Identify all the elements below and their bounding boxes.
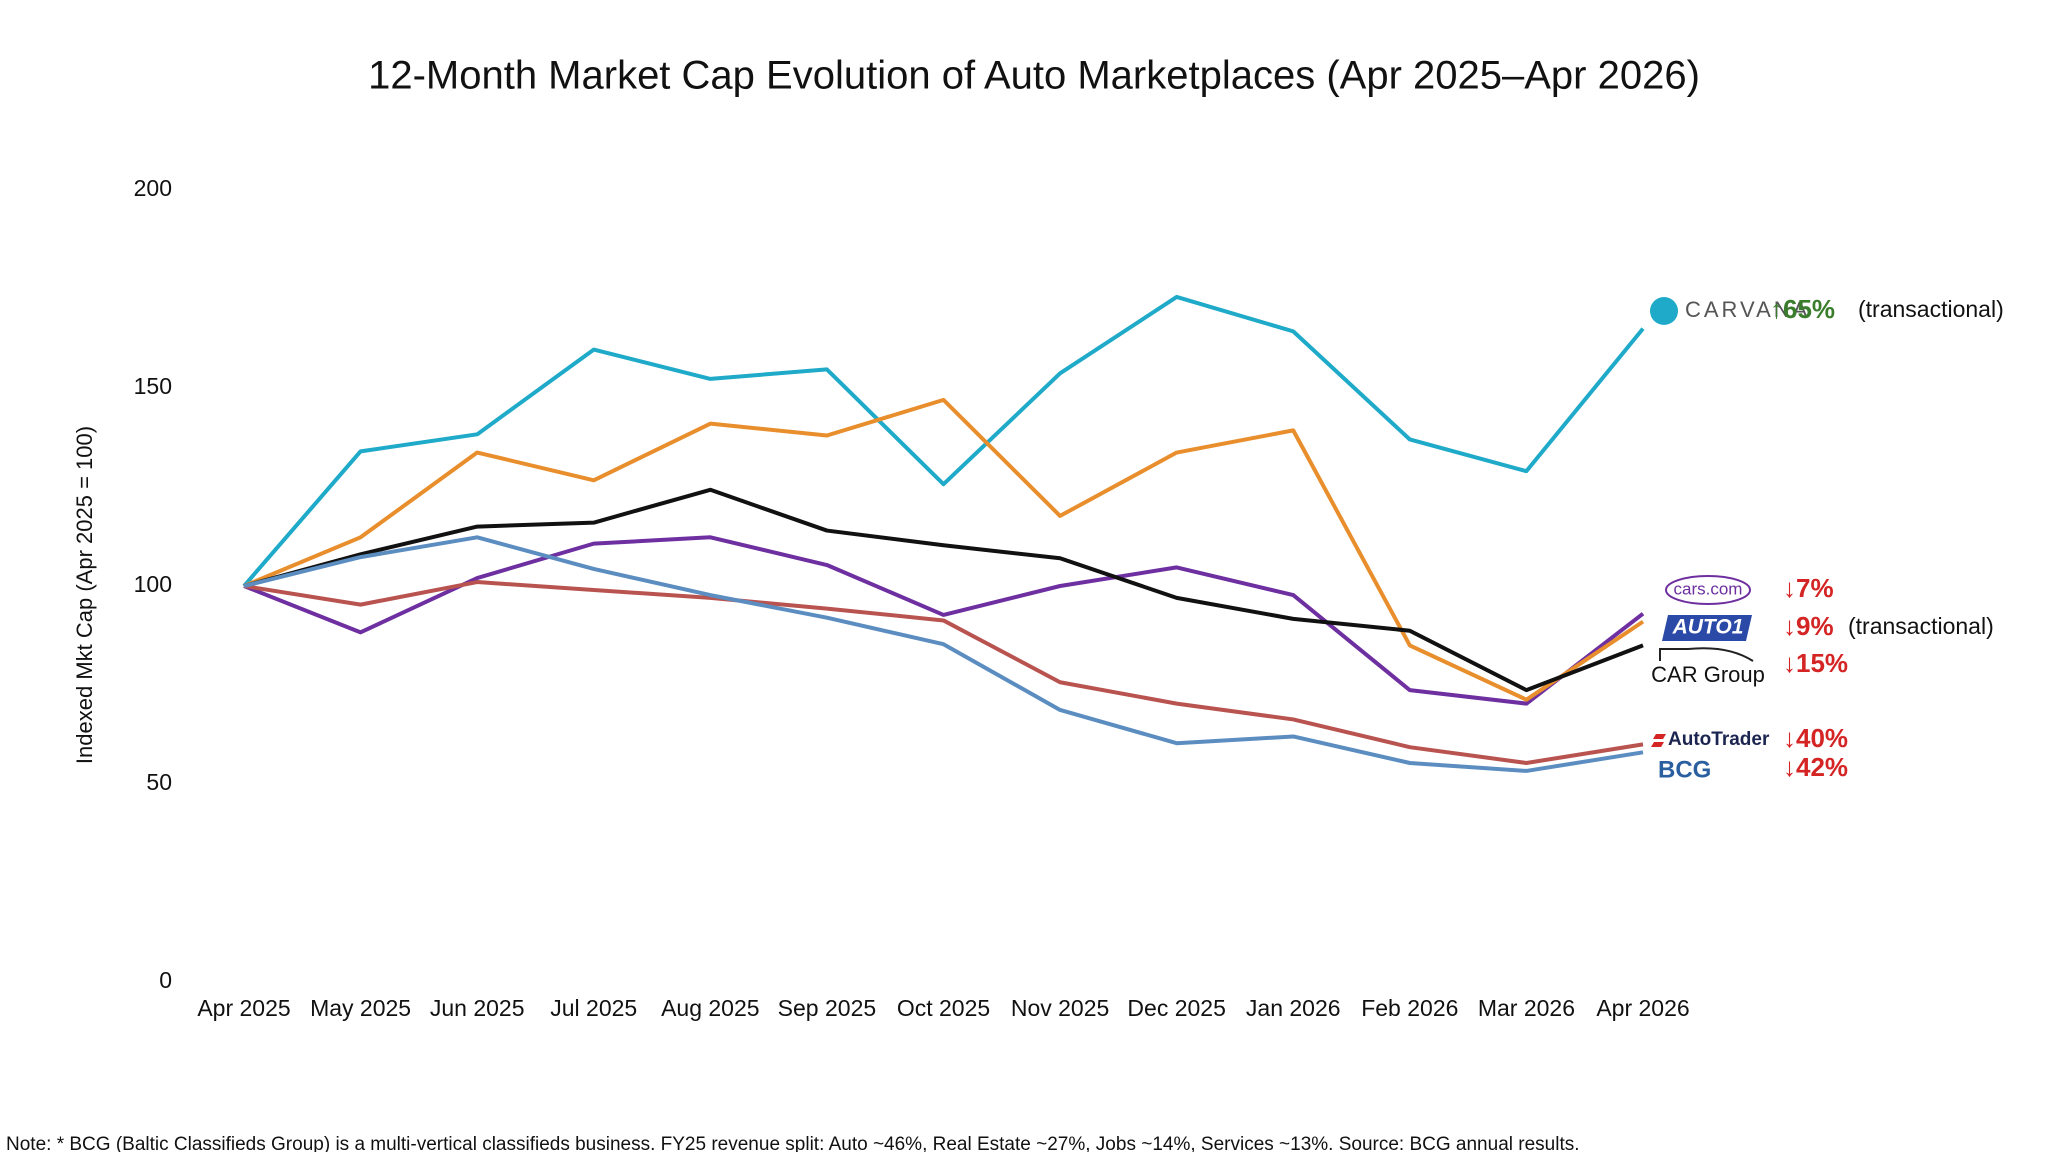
logo-shape <box>1651 734 1666 747</box>
x-tick-label: Aug 2025 <box>661 995 759 1021</box>
change-label: ↓15% <box>1783 648 1848 678</box>
x-tick-label: Apr 2025 <box>197 995 290 1021</box>
series-line <box>242 294 1645 588</box>
change-label: ↓7% <box>1783 573 1834 603</box>
series-label: BCG ↓42% <box>1658 752 1848 783</box>
change-label: ↓40% <box>1783 723 1848 753</box>
x-tick-label: Feb 2026 <box>1361 995 1458 1021</box>
x-tick-label: Sep 2025 <box>778 995 876 1021</box>
legend-entry: CAR Group <box>1651 662 1765 687</box>
series-label: cars.com ↓7% <box>1665 573 1834 605</box>
x-tick-label: Jul 2025 <box>550 995 637 1021</box>
logo-shape <box>1665 575 1751 605</box>
series-label: CARVANA↑65% (transactional) <box>1650 294 2004 325</box>
series-label: AutoTrader ↓40% <box>1651 723 1848 753</box>
x-tick-label: May 2025 <box>310 995 411 1021</box>
x-tick-label: Oct 2025 <box>897 995 990 1021</box>
legend-entry: CARVANA <box>1685 297 1810 322</box>
change-label: ↓9% <box>1783 611 1834 641</box>
x-tick-label: Jan 2026 <box>1246 995 1341 1021</box>
change-label: ↓42% <box>1783 752 1848 782</box>
series-label: AUTO1 ↓9% (transactional) <box>1662 611 1994 641</box>
logo-shape <box>1659 647 1754 662</box>
series-line <box>243 397 1645 702</box>
y-tick-label: 200 <box>134 175 172 201</box>
x-tick-label: Apr 2026 <box>1596 995 1689 1021</box>
y-tick-label: 150 <box>134 373 172 399</box>
logo-icon <box>1650 297 1678 325</box>
series-line <box>243 580 1644 766</box>
x-tick-label: Dec 2025 <box>1127 995 1225 1021</box>
y-tick-label: 50 <box>146 769 172 795</box>
y-tick-label: 100 <box>134 571 172 597</box>
x-tick-label: Mar 2026 <box>1478 995 1575 1021</box>
legend-entry: cars.com <box>1674 579 1743 598</box>
legend-entry: BCG <box>1658 756 1711 783</box>
series-note: (transactional) <box>1858 296 2004 322</box>
series-line <box>243 487 1644 693</box>
legend-entry: AUTO1 <box>1672 616 1744 639</box>
chart-title: 12-Month Market Cap Evolution of Auto Ma… <box>368 54 1700 98</box>
y-axis-label: Indexed Mkt Cap (Apr 2025 = 100) <box>72 426 97 764</box>
x-tick-label: Jun 2025 <box>430 995 525 1021</box>
x-tick-label: Nov 2025 <box>1011 995 1109 1021</box>
change-label: ↑65% <box>1770 294 1835 324</box>
legend-entry: AutoTrader <box>1668 729 1770 750</box>
series-label: CAR Group ↓15% <box>1651 647 1848 687</box>
series-line <box>243 535 1645 706</box>
footnote: Note: * BCG (Baltic Classifieds Group) i… <box>6 1134 1580 1152</box>
logo-shape <box>1662 615 1752 641</box>
series-note: (transactional) <box>1848 613 1994 639</box>
y-tick-label: 0 <box>159 967 172 993</box>
series-line <box>243 535 1644 773</box>
